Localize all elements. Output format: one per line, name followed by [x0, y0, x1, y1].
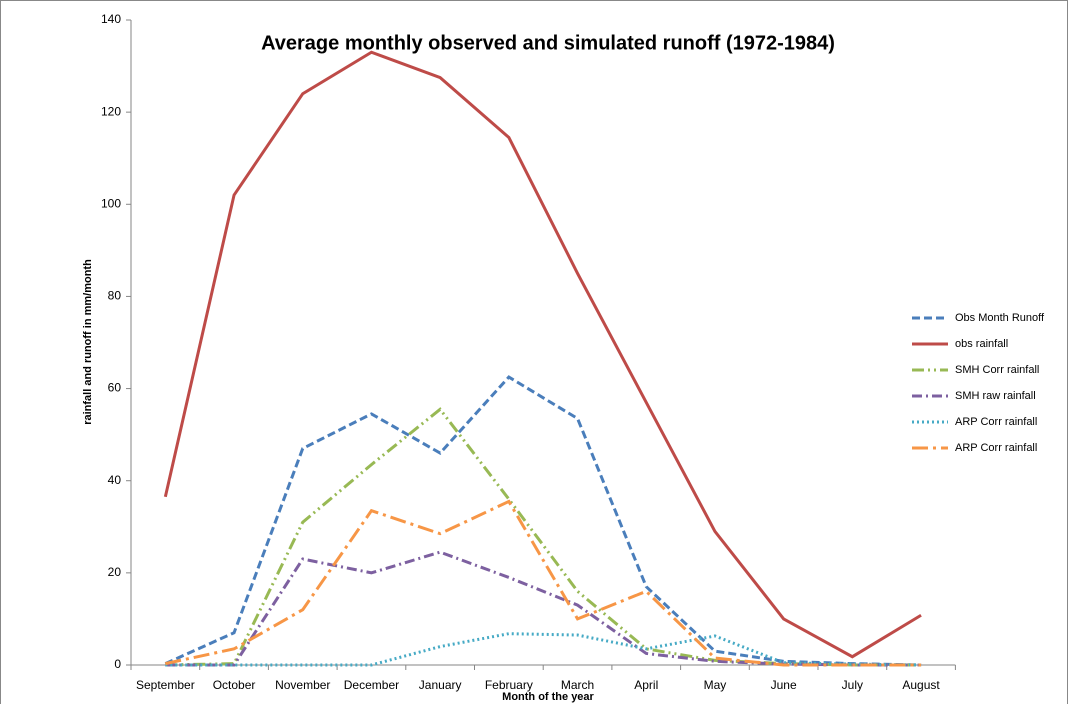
series-line	[165, 550, 922, 667]
legend-label: obs rainfall	[955, 338, 1008, 350]
x-tick-label: August	[902, 678, 940, 692]
x-tick-label: September	[136, 678, 195, 692]
x-axis-title: Month of the year	[502, 691, 594, 703]
x-tick-label: March	[561, 678, 594, 692]
y-tick-label: 120	[101, 104, 121, 118]
legend-label: ARP Corr rainfall	[955, 416, 1037, 428]
x-tick-label: January	[419, 678, 462, 692]
x-tick-label: October	[213, 678, 256, 692]
legend-label: SMH raw rainfall	[955, 390, 1036, 402]
x-tick-label: December	[344, 678, 399, 692]
legend-label: SMH Corr rainfall	[955, 364, 1039, 376]
x-tick-label: February	[485, 678, 533, 692]
series-line	[165, 407, 922, 667]
y-tick-label: 60	[108, 381, 122, 395]
y-axis-title: rainfall and runoff in mm/month	[82, 259, 94, 425]
y-tick-label: 40	[108, 473, 122, 487]
series-line	[165, 632, 922, 667]
series-line	[165, 499, 922, 667]
x-tick-label: May	[704, 678, 727, 692]
y-tick-label: 0	[114, 657, 121, 671]
legend-label: Obs Month Runoff	[955, 312, 1045, 324]
chart-title: Average monthly observed and simulated r…	[261, 32, 835, 54]
legend-label: ARP Corr rainfall	[955, 442, 1037, 454]
y-tick-label: 100	[101, 196, 121, 210]
y-tick-label: 80	[108, 289, 122, 303]
y-tick-label: 140	[101, 12, 121, 26]
x-tick-label: November	[275, 678, 330, 692]
x-tick-label: June	[771, 678, 797, 692]
y-tick-label: 20	[108, 565, 122, 579]
x-tick-label: July	[842, 678, 863, 692]
series-line	[163, 50, 922, 659]
x-tick-label: April	[634, 678, 658, 692]
